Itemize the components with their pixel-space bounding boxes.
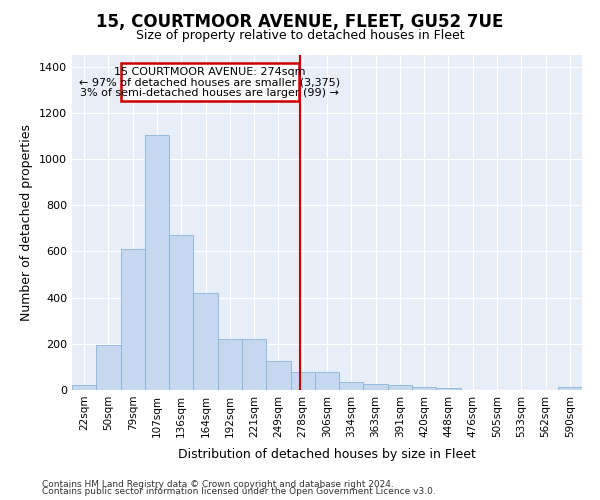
Text: Contains HM Land Registry data © Crown copyright and database right 2024.: Contains HM Land Registry data © Crown c…	[42, 480, 394, 489]
Bar	[121, 249, 145, 390]
Bar	[364, 384, 388, 390]
Bar	[290, 372, 315, 390]
Bar	[315, 372, 339, 390]
Bar	[218, 339, 242, 390]
X-axis label: Distribution of detached houses by size in Fleet: Distribution of detached houses by size …	[178, 448, 476, 461]
Text: 15 COURTMOOR AVENUE: 274sqm: 15 COURTMOOR AVENUE: 274sqm	[114, 66, 305, 76]
Bar	[388, 386, 412, 390]
Bar	[72, 386, 96, 390]
Bar	[412, 387, 436, 390]
Text: Size of property relative to detached houses in Fleet: Size of property relative to detached ho…	[136, 29, 464, 42]
Bar	[242, 339, 266, 390]
Y-axis label: Number of detached properties: Number of detached properties	[20, 124, 34, 321]
Text: 3% of semi-detached houses are larger (99) →: 3% of semi-detached houses are larger (9…	[80, 88, 339, 98]
Bar	[558, 387, 582, 390]
Bar	[145, 134, 169, 390]
FancyBboxPatch shape	[121, 63, 299, 101]
Bar	[96, 345, 121, 390]
Text: ← 97% of detached houses are smaller (3,375): ← 97% of detached houses are smaller (3,…	[79, 77, 340, 87]
Bar	[339, 382, 364, 390]
Bar	[169, 235, 193, 390]
Text: 15, COURTMOOR AVENUE, FLEET, GU52 7UE: 15, COURTMOOR AVENUE, FLEET, GU52 7UE	[97, 12, 503, 30]
Bar	[193, 293, 218, 390]
Text: Contains public sector information licensed under the Open Government Licence v3: Contains public sector information licen…	[42, 488, 436, 496]
Bar	[436, 388, 461, 390]
Bar	[266, 361, 290, 390]
